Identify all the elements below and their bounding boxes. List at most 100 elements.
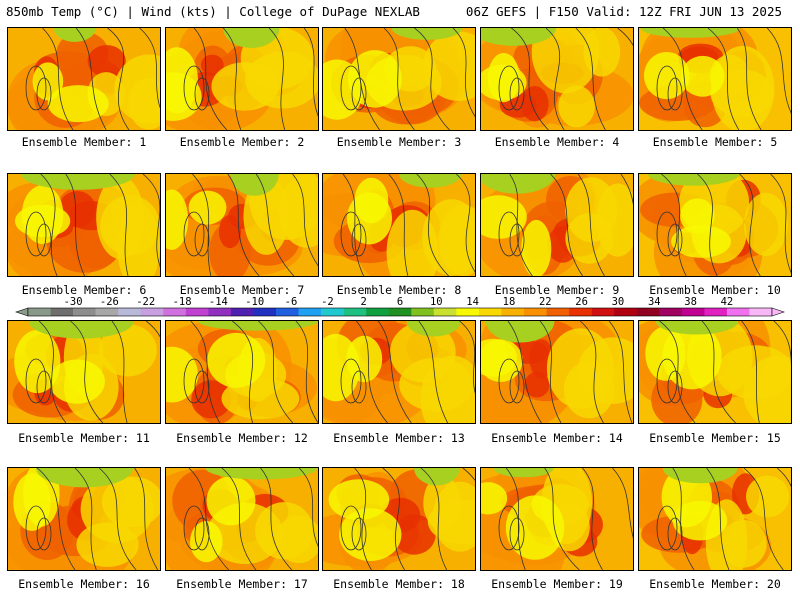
colorbar-swatch — [118, 308, 142, 316]
colorbar-swatch — [591, 308, 615, 316]
ensemble-member-label: Ensemble Member: 18 — [333, 577, 465, 591]
colorbar-tick-label: -30 — [64, 296, 83, 308]
colorbar-tick-label: -22 — [136, 296, 155, 308]
temperature-map — [481, 28, 633, 130]
ensemble-member-label: Ensemble Member: 10 — [649, 283, 781, 297]
temperature-map — [323, 174, 475, 276]
temperature-map — [639, 28, 791, 130]
temperature-map — [166, 174, 318, 276]
temperature-map — [323, 28, 475, 130]
temperature-map — [8, 174, 160, 276]
colorbar-swatch — [73, 308, 96, 316]
ensemble-member-map — [7, 320, 161, 424]
ensemble-member-map — [7, 467, 161, 571]
ensemble-member-map — [480, 27, 634, 131]
temperature-map — [639, 321, 791, 423]
ensemble-member-map — [7, 173, 161, 277]
ensemble-member-label: Ensemble Member: 12 — [176, 431, 308, 445]
ensemble-member-map — [7, 27, 161, 131]
colorbar-swatch — [321, 308, 344, 316]
temperature-map — [323, 321, 475, 423]
ensemble-member-map — [638, 320, 792, 424]
colorbar-swatch — [569, 308, 592, 316]
ensemble-member-label: Ensemble Member: 14 — [491, 431, 623, 445]
colorbar-low-arrow — [15, 307, 29, 317]
colorbar-swatch — [659, 308, 683, 316]
colorbar-swatch — [546, 308, 570, 316]
colorbar-swatch — [343, 308, 367, 316]
ensemble-member-map — [322, 173, 476, 277]
colorbar-swatch — [276, 308, 299, 316]
ensemble-member-label: Ensemble Member: 8 — [336, 283, 462, 297]
colorbar-swatch — [478, 308, 502, 316]
ensemble-member-label: Ensemble Member: 11 — [18, 431, 150, 445]
temperature-map — [639, 174, 791, 276]
colorbar-tick-label: 6 — [397, 296, 403, 308]
colorbar-swatch — [433, 308, 457, 316]
colorbar-swatch — [50, 308, 74, 316]
colorbar-tick-label: 26 — [575, 296, 588, 308]
ensemble-member-map — [480, 173, 634, 277]
colorbar-swatch — [704, 308, 728, 316]
colorbar-tick-label: 2 — [361, 296, 367, 308]
temperature-map — [323, 468, 475, 570]
temperature-colorbar: -30 -26 -22 -18 -14 -10 -6 -2 2 6 10 14 18 22 26 30 34 38… — [15, 296, 785, 317]
colorbar-swatch — [681, 308, 705, 316]
ensemble-member-label: Ensemble Member: 15 — [649, 431, 781, 445]
ensemble-member-map — [322, 27, 476, 131]
ensemble-member-map — [480, 320, 634, 424]
colorbar-tick-label: -2 — [321, 296, 334, 308]
ensemble-member-label: Ensemble Member: 7 — [179, 283, 305, 297]
temperature-map — [481, 321, 633, 423]
ensemble-member-label: Ensemble Member: 5 — [652, 135, 778, 149]
colorbar-tick-label: -6 — [285, 296, 298, 308]
ensemble-member-label: Ensemble Member: 3 — [336, 135, 462, 149]
colorbar-swatch — [208, 308, 232, 316]
ensemble-member-label: Ensemble Member: 1 — [21, 135, 147, 149]
temperature-map — [166, 28, 318, 130]
colorbar-swatch — [28, 308, 51, 316]
colorbar-swatch — [185, 308, 209, 316]
colorbar-tick-label: 14 — [466, 296, 479, 308]
colorbar-swatch — [230, 308, 254, 316]
temperature-map — [8, 468, 160, 570]
ensemble-member-label: Ensemble Member: 2 — [179, 135, 305, 149]
ensemble-member-label: Ensemble Member: 20 — [649, 577, 781, 591]
colorbar-tick-label: 18 — [503, 296, 516, 308]
colorbar-swatch — [253, 308, 277, 316]
ensemble-member-label: Ensemble Member: 19 — [491, 577, 623, 591]
colorbar-high-arrow — [771, 307, 785, 317]
colorbar-swatch — [726, 308, 750, 316]
colorbar-swatch — [163, 308, 187, 316]
ensemble-member-label: Ensemble Member: 9 — [494, 283, 620, 297]
colorbar-swatch — [614, 308, 638, 316]
header-title: 850mb Temp (°C) | Wind (kts) | College o… — [6, 4, 420, 19]
temperature-map — [166, 321, 318, 423]
header-run-info: 06Z GEFS | F150 Valid: 12Z FRI JUN 13 20… — [465, 4, 782, 19]
temperature-map — [639, 468, 791, 570]
colorbar-tick-label: -14 — [209, 296, 228, 308]
colorbar-swatch — [749, 308, 773, 316]
ensemble-member-label: Ensemble Member: 17 — [176, 577, 308, 591]
ensemble-member-map — [638, 173, 792, 277]
ensemble-member-map — [322, 320, 476, 424]
colorbar-swatch — [636, 308, 660, 316]
ensemble-member-label: Ensemble Member: 4 — [494, 135, 620, 149]
colorbar-swatch — [95, 308, 119, 316]
colorbar-tick-label: -18 — [173, 296, 192, 308]
colorbar-swatch — [524, 308, 547, 316]
temperature-map — [166, 468, 318, 570]
ensemble-member-label: Ensemble Member: 13 — [333, 431, 465, 445]
colorbar-tick-label: 42 — [721, 296, 734, 308]
ensemble-member-map — [165, 173, 319, 277]
ensemble-member-map — [638, 27, 792, 131]
ensemble-member-label: Ensemble Member: 16 — [18, 577, 150, 591]
ensemble-member-map — [165, 320, 319, 424]
colorbar-swatch — [298, 308, 322, 316]
temperature-map — [8, 28, 160, 130]
colorbar-swatch — [411, 308, 435, 316]
colorbar-swatch — [388, 308, 412, 316]
ensemble-member-label: Ensemble Member: 6 — [21, 283, 147, 297]
colorbar-tick-label: 22 — [539, 296, 552, 308]
temperature-map — [481, 468, 633, 570]
